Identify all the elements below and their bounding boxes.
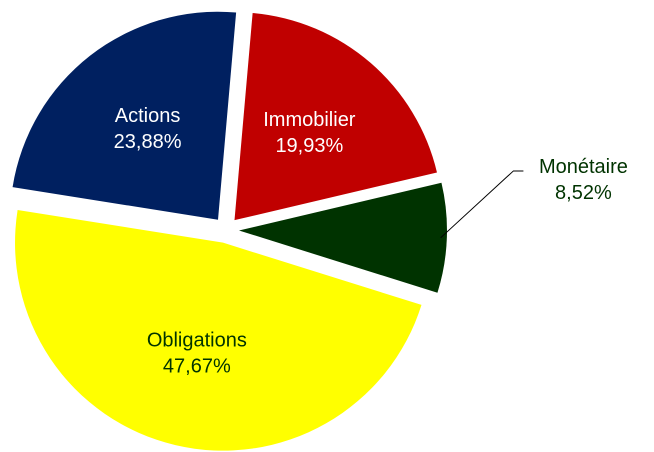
slice-label: Actions [115,105,181,127]
slice-label: Monétaire [539,156,628,178]
slice-value-label: 19,93% [275,135,343,157]
pie-slice [12,11,237,220]
slice-label: Immobilier [263,109,356,131]
slice-value-label: 47,67% [163,355,231,377]
pie-slice [234,12,437,221]
slice-value-label: 8,52% [555,182,612,204]
pie-slice [238,182,447,293]
slice-value-label: 23,88% [114,131,182,153]
pie-slice [15,210,422,451]
leader-line [440,170,524,239]
slice-label: Obligations [147,329,247,351]
